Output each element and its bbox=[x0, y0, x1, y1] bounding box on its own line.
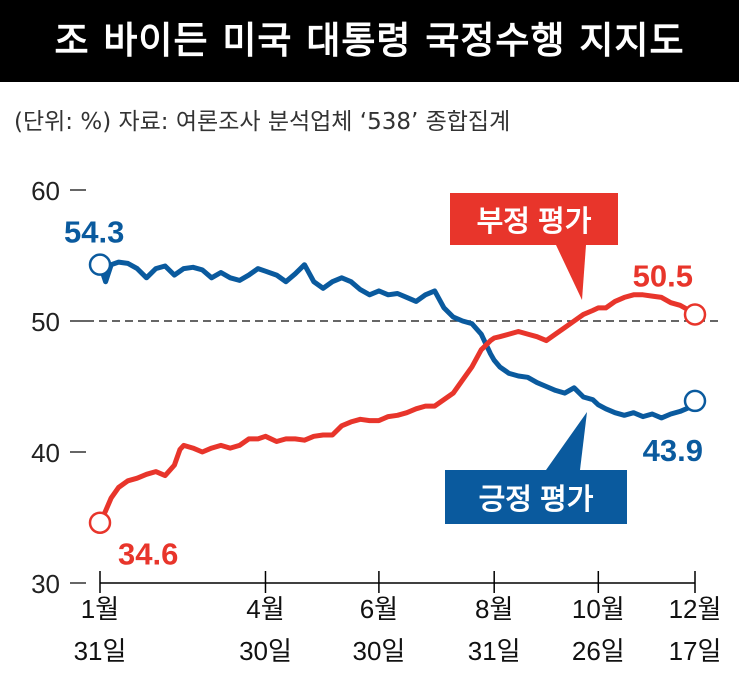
x-tick-label: 4월 bbox=[246, 594, 284, 624]
chart-title: 조 바이든 미국 대통령 국정수행 지지도 bbox=[54, 19, 685, 62]
approve-start-label: 54.3 bbox=[64, 215, 124, 250]
x-tick-label: 31일 bbox=[468, 636, 521, 666]
approve-legend-pointer bbox=[546, 412, 587, 470]
x-tick-label: 31일 bbox=[74, 636, 127, 666]
approve-end-marker bbox=[683, 389, 707, 413]
approve-legend-label: 긍정 평가 bbox=[479, 483, 594, 516]
disapprove-start-label: 34.6 bbox=[118, 537, 178, 572]
x-tick-label: 12월 bbox=[669, 594, 722, 624]
disapprove-legend-pointer bbox=[556, 245, 586, 300]
disapprove-start-marker bbox=[88, 511, 112, 534]
disapprove-legend-box bbox=[450, 193, 618, 245]
approve-start-marker bbox=[88, 253, 112, 276]
y-tick-label: 60 bbox=[31, 176, 60, 206]
source-note: (단위: %) 자료: 여론조사 분석업체 ‘538’ 종합집계 bbox=[14, 109, 511, 135]
x-tick-label: 10월 bbox=[572, 594, 625, 624]
disapprove-legend-label: 부정 평가 bbox=[477, 205, 592, 238]
disapprove-end-label: 50.5 bbox=[633, 258, 693, 293]
x-tick-label: 17일 bbox=[669, 636, 722, 666]
disapprove-end-marker bbox=[683, 303, 707, 326]
x-tick-label: 30일 bbox=[239, 636, 292, 666]
x-tick-label: 6월 bbox=[360, 594, 398, 624]
y-tick-label: 40 bbox=[31, 438, 60, 468]
approve-line bbox=[97, 259, 698, 421]
x-tick-label: 1월 bbox=[81, 594, 119, 624]
disapprove-line bbox=[97, 292, 698, 526]
y-tick-label: 30 bbox=[31, 569, 60, 599]
x-tick-label: 30일 bbox=[352, 636, 405, 666]
approve-legend-box bbox=[445, 470, 627, 524]
approve-end-label: 43.9 bbox=[643, 433, 703, 468]
title-bar: 조 바이든 미국 대통령 국정수행 지지도 bbox=[0, 0, 739, 82]
x-tick-label: 8월 bbox=[475, 594, 513, 624]
x-tick-label: 26일 bbox=[572, 636, 625, 666]
y-tick-label: 50 bbox=[31, 307, 60, 337]
